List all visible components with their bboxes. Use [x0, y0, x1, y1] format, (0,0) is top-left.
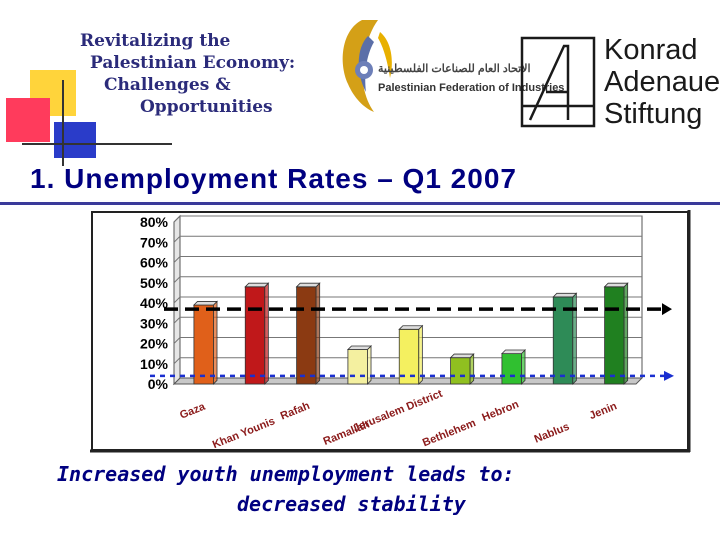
header-title-line: Opportunities [140, 97, 273, 117]
kas-logo-text: Konrad Adenauer Stiftung [604, 34, 720, 130]
chart-container: 0% 10% 20% 30% 40% 50% 60% 70% 80% Gaza Khan Youni… [88, 208, 692, 454]
bar-top [449, 353, 475, 359]
y-tick-label: 70% [140, 234, 169, 250]
reference-line-arrow [664, 370, 674, 381]
gridline-side [173, 215, 181, 223]
y-tick-label: 0% [148, 376, 169, 392]
bar-top [603, 282, 629, 288]
bar-side [623, 282, 629, 385]
pfi-logo-arabic: الاتحاد العام للصناعات الفلسطينية [378, 63, 531, 75]
gridline-side [173, 316, 181, 324]
gridline-side [173, 276, 181, 284]
bar-top [295, 282, 321, 288]
bar-side [469, 353, 475, 385]
decor-square-red [6, 98, 50, 142]
decor-line-vertical [62, 80, 64, 166]
bar [604, 286, 625, 385]
gridline-side [173, 296, 181, 304]
bar-top [244, 282, 270, 288]
kas-logo-line: Adenauer [604, 66, 720, 98]
bar-top [500, 349, 526, 355]
bar-top [346, 345, 372, 350]
bar [347, 349, 368, 385]
decor-line-horizontal [22, 143, 172, 145]
bar [193, 304, 214, 385]
header-title-line: Challenges & [104, 75, 231, 95]
title-divider [0, 202, 720, 205]
bar-side [213, 300, 218, 385]
pfi-logo-icon [342, 20, 392, 112]
header-title-line: Palestinian Economy: [90, 53, 296, 73]
bar-top [552, 292, 578, 298]
bar [450, 357, 471, 385]
y-tick-label: 80% [140, 214, 169, 230]
bar [296, 286, 317, 385]
bar-side [315, 282, 321, 385]
pfi-logo-english: Palestinian Federation of Industries [378, 82, 565, 94]
y-tick-label: 30% [140, 315, 169, 331]
footer-line-1: Increased youth unemployment leads to: [57, 462, 515, 486]
y-tick-label: 50% [140, 275, 169, 291]
header-title: Revitalizing the Palestinian Economy: Ch… [80, 30, 295, 118]
bar [244, 286, 266, 385]
header-title-line: Revitalizing the [80, 31, 231, 51]
y-tick-label: 10% [140, 356, 169, 372]
bar [501, 353, 522, 385]
kas-logo-line: Stiftung [604, 98, 703, 130]
bar-side [367, 345, 372, 385]
gridline-side [173, 256, 181, 263]
bar-side [572, 292, 577, 385]
footer-line-2: decreased stability [237, 492, 466, 516]
bar-top [192, 301, 218, 306]
slide-title: 1. Unemployment Rates – Q1 2007 [30, 163, 517, 194]
decor-square-blue [54, 122, 96, 158]
gridline-side [173, 235, 181, 243]
bar-top [398, 325, 424, 330]
y-tick-label: 40% [140, 295, 169, 311]
bar-side [521, 349, 526, 385]
y-tick-label: 20% [140, 336, 169, 352]
gridline-side [173, 337, 181, 344]
kas-logo-icon [520, 36, 596, 128]
gridline-side [173, 357, 181, 365]
y-tick-label: 60% [140, 255, 169, 271]
bar-side [264, 282, 269, 385]
kas-logo-line: Konrad [604, 34, 698, 66]
reference-line-arrow [662, 303, 672, 316]
